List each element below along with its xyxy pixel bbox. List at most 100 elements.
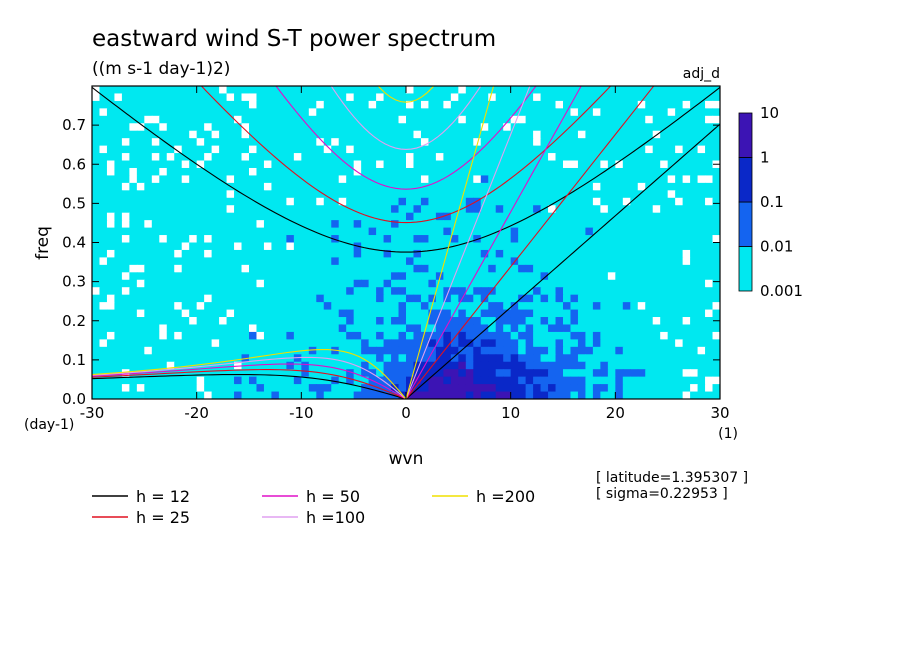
- heatmap-cell: [525, 190, 534, 199]
- heatmap-cell: [316, 339, 325, 348]
- heatmap-cell: [443, 384, 452, 393]
- heatmap-cell: [249, 242, 258, 251]
- heatmap-cell: [234, 287, 243, 296]
- heatmap-cell: [256, 138, 265, 147]
- heatmap-cell: [592, 145, 601, 154]
- heatmap-cell: [577, 331, 587, 340]
- heatmap-cell: [361, 369, 370, 378]
- heatmap-cell: [503, 86, 512, 95]
- heatmap-cell: [503, 317, 512, 326]
- x-axis-unit: (1): [718, 426, 738, 442]
- heatmap-cell: [136, 272, 145, 281]
- heatmap-cell: [106, 317, 116, 326]
- heatmap-cell: [525, 294, 534, 303]
- heatmap-cell: [92, 331, 101, 340]
- heatmap-cell: [144, 108, 153, 117]
- heatmap-cell: [301, 376, 310, 385]
- heatmap-cell: [488, 153, 497, 162]
- heatmap-cell: [450, 302, 459, 311]
- heatmap-cell: [622, 212, 631, 221]
- heatmap-cell: [121, 160, 130, 169]
- heatmap-cell: [705, 346, 714, 355]
- heatmap-cell: [615, 331, 624, 340]
- heatmap-cell: [151, 197, 160, 206]
- heatmap-cell: [323, 108, 332, 117]
- heatmap-cell: [675, 242, 684, 251]
- heatmap-cell: [241, 257, 250, 266]
- heatmap-cell: [525, 220, 534, 229]
- heatmap-cell: [368, 86, 377, 95]
- heatmap-cell: [712, 100, 720, 109]
- heatmap-cell: [114, 175, 123, 184]
- heatmap-cell: [144, 212, 153, 221]
- heatmap-cell: [151, 93, 160, 102]
- heatmap-cell: [226, 93, 235, 102]
- heatmap-cell: [331, 324, 340, 333]
- heatmap-cell: [585, 302, 594, 311]
- heatmap-cell: [585, 190, 594, 199]
- heatmap-cell: [465, 100, 474, 109]
- heatmap-cell: [121, 272, 130, 281]
- heatmap-cell: [577, 100, 587, 109]
- heatmap-cell: [637, 190, 646, 199]
- heatmap-cell: [286, 93, 295, 102]
- heatmap-cell: [585, 182, 594, 191]
- heatmap-cell: [308, 302, 317, 311]
- heatmap-cell: [488, 235, 497, 244]
- heatmap-cell: [361, 339, 370, 348]
- heatmap-cell: [465, 220, 474, 229]
- heatmap-cell: [331, 182, 340, 191]
- heatmap-cell: [136, 190, 145, 199]
- heatmap-cell: [92, 272, 101, 281]
- heatmap-cell: [697, 145, 706, 154]
- heatmap-cell: [196, 391, 205, 399]
- heatmap-cell: [600, 339, 609, 348]
- heatmap-cell: [151, 235, 160, 244]
- heatmap-cell: [525, 324, 534, 333]
- heatmap-cell: [540, 205, 549, 214]
- heatmap-cell: [675, 294, 684, 303]
- heatmap-cell: [144, 309, 153, 318]
- heatmap-cell: [675, 324, 684, 333]
- heatmap-cell: [99, 220, 108, 229]
- heatmap-cell: [473, 123, 482, 132]
- heatmap-cell: [675, 100, 684, 109]
- heatmap-cell: [166, 130, 175, 139]
- heatmap-cell: [189, 317, 198, 326]
- heatmap-cell: [121, 220, 130, 229]
- heatmap-cell: [271, 190, 280, 199]
- heatmap-cell: [555, 93, 564, 102]
- heatmap-cell: [570, 384, 579, 393]
- heatmap-cell: [645, 182, 654, 191]
- heatmap-cell: [368, 235, 377, 244]
- heatmap-cell: [92, 220, 101, 229]
- heatmap-cell: [420, 249, 430, 258]
- heatmap-cell: [577, 317, 587, 326]
- heatmap-cell: [480, 346, 489, 355]
- heatmap-cell: [129, 376, 138, 385]
- legend-label: h =200: [476, 487, 535, 506]
- heatmap-cell: [413, 190, 422, 199]
- heatmap-cell: [540, 294, 549, 303]
- heatmap-cell: [540, 339, 549, 348]
- heatmap-cell: [406, 227, 415, 236]
- heatmap-cell: [346, 182, 355, 191]
- heatmap-cell: [256, 197, 265, 206]
- heatmap-cell: [398, 279, 407, 288]
- heatmap-cell: [189, 249, 198, 258]
- heatmap-cell: [114, 212, 123, 221]
- heatmap-cell: [555, 309, 564, 318]
- heatmap-cell: [271, 212, 280, 221]
- heatmap-cell: [353, 153, 362, 162]
- heatmap-cell: [174, 331, 183, 340]
- heatmap-cell: [675, 167, 684, 177]
- heatmap-cell: [420, 100, 430, 109]
- heatmap-cell: [600, 257, 609, 266]
- heatmap-cell: [697, 100, 706, 109]
- heatmap-cell: [159, 115, 168, 124]
- heatmap-cell: [323, 145, 332, 154]
- heatmap-cell: [151, 220, 160, 229]
- gravity-curve-h12: [92, 86, 720, 253]
- heatmap-cell: [241, 197, 250, 206]
- heatmap-cell: [637, 249, 646, 258]
